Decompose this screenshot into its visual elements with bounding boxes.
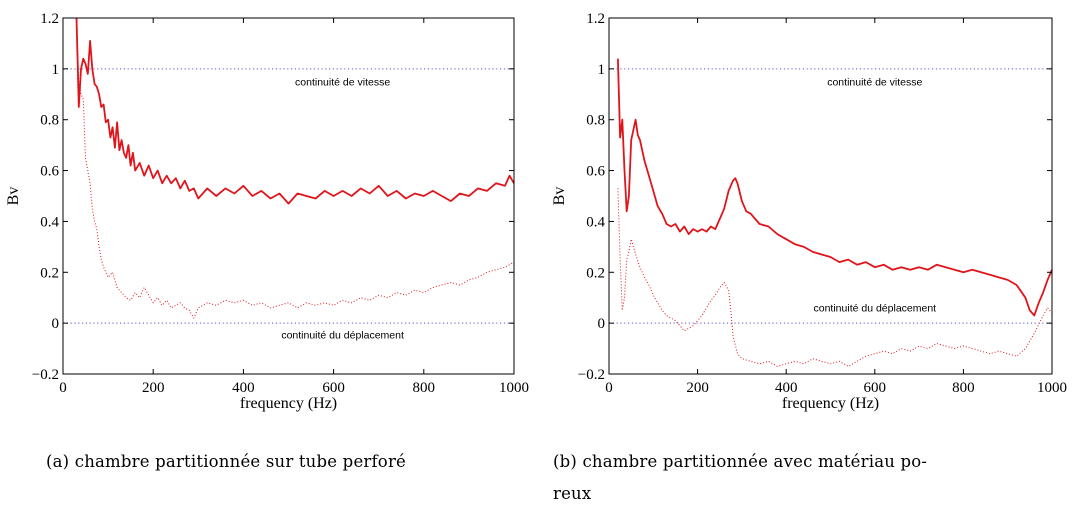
x-tick-label-a: 400 (232, 380, 255, 396)
chart-panel-b: 0 200 400 600 800 1000 −0.2 0 0.2 0.4 0.6 0.8 1 1.2 co… (540, 0, 1073, 430)
x-tick-label-b: 0 (605, 380, 613, 396)
y-tick-label-a: 0.8 (40, 113, 59, 129)
y-tick-label-a: 1.2 (40, 11, 59, 27)
x-tick-label-b: 400 (775, 380, 798, 396)
caption-b: (b) chambre partitionnée avec matériau p… (553, 452, 928, 503)
y-tick-label-b: 0.8 (586, 113, 605, 129)
y-tick-label-a: 0.2 (40, 265, 59, 281)
x-tick-label-a: 800 (413, 380, 436, 396)
x-tick-label-a: 0 (59, 380, 67, 396)
y-tick-label-b: 0.6 (586, 164, 605, 180)
chart-panel-a: 0 200 400 600 800 1000 −0.2 0 0.2 0.4 0.6 0.8 1 1.2 co… (0, 0, 540, 430)
annotation-a-0: continuité de vitesse (295, 76, 390, 88)
y-tick-label-b: 0.2 (586, 265, 605, 281)
y-tick-label-a: 0.6 (40, 164, 59, 180)
y-tick-label-b: 0 (598, 316, 606, 332)
y-tick-label-a: 0.4 (40, 214, 59, 230)
plot-frame-b (608, 17, 1053, 375)
y-tick-label-b: 0.4 (586, 214, 605, 230)
x-tick-label-b: 600 (864, 380, 887, 396)
y-axis-label-a: Bv (5, 187, 22, 206)
chart-a: 0 200 400 600 800 1000−0.200.20.40.60.811.2co… (5, 11, 529, 412)
chart-b: 0 200 400 600 800 1000−0.200.20.40.60.811.2co… (551, 11, 1067, 412)
y-tick-label-b: 1.2 (586, 11, 605, 27)
series-line-b-dotted (617, 188, 1053, 367)
series-line-a-solid (75, 17, 515, 205)
x-tick-label-a: 200 (142, 380, 165, 396)
x-axis-label-a: frequency (Hz) (240, 395, 337, 412)
plot-frame-a (62, 17, 515, 375)
y-tick-label-b: −0.2 (578, 367, 605, 383)
y-axis-label-b: Bv (551, 187, 568, 206)
annotation-a-1: continuité du déplacement (281, 329, 404, 341)
x-tick-label-b: 200 (686, 380, 709, 396)
y-tick-label-a: −0.2 (32, 367, 59, 383)
caption-a: (a) chambre partitionnée sur tube perfor… (46, 452, 406, 471)
x-tick-label-b: 1000 (1037, 380, 1067, 396)
x-tick-label-a: 600 (322, 380, 345, 396)
annotation-b-1: continuité du déplacement (814, 303, 937, 315)
y-tick-label-a: 1 (52, 62, 60, 78)
y-tick-label-a: 0 (52, 316, 60, 332)
x-tick-label-a: 1000 (499, 380, 529, 396)
x-axis-label-b: frequency (Hz) (782, 395, 879, 412)
annotation-b-0: continuité de vitesse (827, 76, 922, 88)
x-tick-label-b: 800 (952, 380, 975, 396)
series-line-b-solid (617, 58, 1053, 317)
y-tick-label-b: 1 (598, 62, 606, 78)
